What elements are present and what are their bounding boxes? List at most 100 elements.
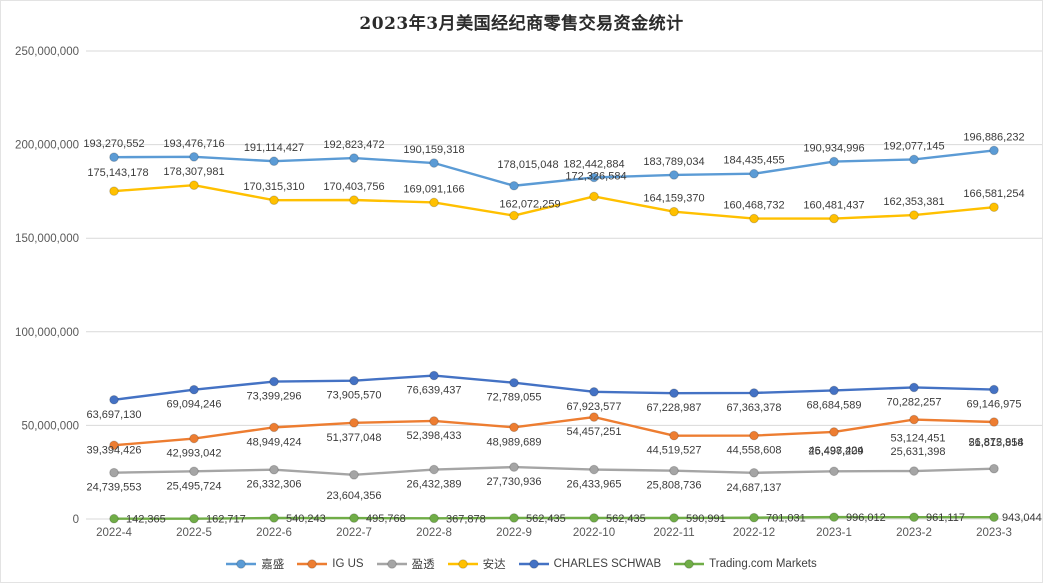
data-point xyxy=(669,388,679,398)
data-label: 193,270,552 xyxy=(83,138,144,150)
data-label: 48,989,689 xyxy=(486,436,541,448)
data-point xyxy=(749,168,759,179)
data-point xyxy=(189,433,199,444)
data-point xyxy=(589,172,599,183)
x-axis-tick: 2022-6 xyxy=(256,527,292,539)
data-point xyxy=(989,384,999,395)
series-line-2 xyxy=(113,465,995,477)
data-label: 70,282,257 xyxy=(886,396,941,408)
data-point xyxy=(749,467,759,478)
data-point xyxy=(829,512,839,522)
data-point xyxy=(669,430,679,441)
data-label: 183,789,034 xyxy=(643,156,704,168)
data-label: 170,315,310 xyxy=(243,181,304,193)
data-label: 178,015,048 xyxy=(497,159,558,171)
data-point xyxy=(109,152,119,162)
data-point xyxy=(829,156,839,167)
series-line-5 xyxy=(113,515,995,520)
data-point xyxy=(989,202,999,212)
data-point xyxy=(189,152,199,162)
data-point xyxy=(589,513,599,523)
data-label: 27,730,936 xyxy=(486,476,541,488)
data-point xyxy=(829,466,839,477)
x-axis-tick: 2023-1 xyxy=(816,527,852,539)
series-line-4 xyxy=(113,374,995,401)
legend-item-0: 嘉盛 xyxy=(226,556,284,572)
data-point xyxy=(189,466,199,477)
data-label: 68,684,589 xyxy=(806,399,861,411)
data-point xyxy=(589,412,599,422)
data-label: 192,077,145 xyxy=(883,140,944,152)
data-label: 495,768 xyxy=(366,513,406,525)
legend-label: Trading.com Markets xyxy=(709,558,817,570)
data-label: 25,497,209 xyxy=(808,445,863,457)
data-label: 67,363,378 xyxy=(726,402,781,414)
data-point xyxy=(269,376,279,387)
data-point xyxy=(429,416,439,426)
legend-marker-icon xyxy=(447,559,478,569)
data-point xyxy=(429,513,439,524)
data-label: 51,815,858 xyxy=(968,437,1023,449)
data-point xyxy=(349,470,359,480)
data-label: 69,094,246 xyxy=(166,399,221,411)
legend-item-1: IG US xyxy=(297,558,364,570)
data-label: 26,433,965 xyxy=(566,479,621,491)
data-point xyxy=(909,512,919,523)
data-point xyxy=(989,463,999,474)
data-point xyxy=(829,385,839,396)
data-label: 162,072,259 xyxy=(499,199,560,211)
data-label: 192,823,472 xyxy=(323,139,384,151)
data-label: 193,476,716 xyxy=(163,138,224,150)
data-point xyxy=(989,512,999,523)
data-point xyxy=(109,513,119,524)
data-point xyxy=(749,388,759,398)
data-label: 170,403,756 xyxy=(323,181,384,193)
legend-marker-icon xyxy=(376,559,407,569)
data-label: 162,353,381 xyxy=(883,196,944,208)
data-label: 540,243 xyxy=(286,513,326,525)
data-point xyxy=(269,513,279,523)
data-label: 72,789,055 xyxy=(486,392,541,404)
data-label: 142,365 xyxy=(126,514,166,526)
data-point xyxy=(349,153,359,163)
data-label: 69,146,975 xyxy=(966,399,1021,411)
legend-label: 嘉盛 xyxy=(261,559,285,571)
data-point xyxy=(509,377,519,388)
legend-label: IG US xyxy=(332,558,364,570)
chart-legend: 嘉盛 IG US 盈透 安达 CHARLES SCHWAB Trading.com Mar… xyxy=(1,556,1042,572)
data-point xyxy=(749,430,759,441)
data-label: 182,442,884 xyxy=(563,158,624,170)
series-line-0 xyxy=(113,149,995,187)
data-label: 961,117 xyxy=(926,512,965,524)
data-point xyxy=(109,440,119,451)
data-label: 73,905,570 xyxy=(326,390,381,402)
x-axis-tick: 2022-5 xyxy=(176,527,212,539)
data-label: 190,934,996 xyxy=(803,143,864,155)
data-label: 190,159,318 xyxy=(403,144,464,156)
legend-label: 安达 xyxy=(482,559,506,571)
data-point xyxy=(509,513,519,523)
y-axis-tick: 0 xyxy=(73,514,79,526)
data-point xyxy=(669,513,679,523)
y-axis-tick: 200,000,000 xyxy=(15,140,79,152)
x-axis-tick: 2023-3 xyxy=(976,527,1012,539)
data-point xyxy=(109,394,119,405)
data-point xyxy=(269,195,279,205)
data-label: 51,377,048 xyxy=(326,432,381,444)
data-label: 562,435 xyxy=(526,513,566,525)
data-label: 44,519,527 xyxy=(646,445,701,457)
data-label: 23,604,356 xyxy=(326,490,381,502)
data-point xyxy=(589,191,599,202)
data-label: 191,114,427 xyxy=(244,142,304,154)
data-label: 44,558,608 xyxy=(726,445,781,457)
data-point xyxy=(909,154,919,165)
legend-marker-icon xyxy=(226,559,257,569)
data-label: 562,435 xyxy=(606,513,646,525)
data-point xyxy=(509,462,519,472)
data-label: 46,498,424 xyxy=(808,445,863,457)
data-label: 184,435,455 xyxy=(723,155,784,167)
legend-marker-icon xyxy=(518,559,549,569)
data-point xyxy=(429,464,439,475)
data-label: 367,878 xyxy=(446,513,486,525)
